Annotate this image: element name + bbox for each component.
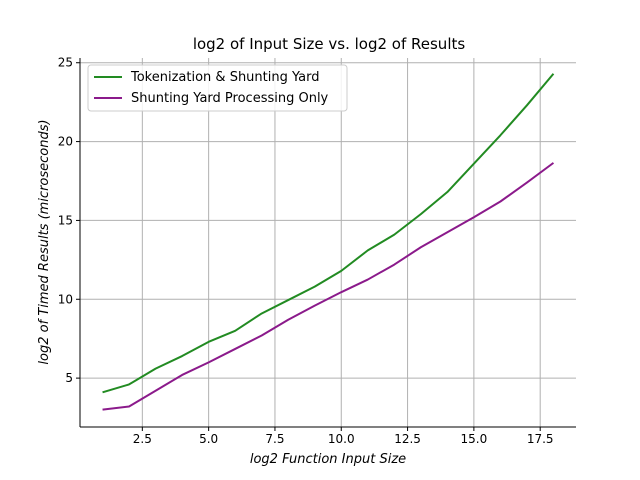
- legend: Tokenization & Shunting Yard Shunting Ya…: [87, 64, 348, 112]
- x-axis-label: log2 Function Input Size: [250, 452, 406, 467]
- y-tick-label: 15: [58, 213, 73, 227]
- x-tick-label: 12.5: [394, 432, 421, 446]
- y-tick-label: 5: [65, 371, 73, 385]
- x-tick-label: 10.0: [328, 432, 355, 446]
- y-tick-label: 10: [58, 292, 73, 306]
- x-tick-label: 17.5: [527, 432, 554, 446]
- gridlines: [80, 58, 576, 427]
- legend-label-tokenization: Tokenization & Shunting Yard: [130, 70, 319, 85]
- y-tick-label: 20: [58, 135, 73, 149]
- y-axis-label: log2 of Timed Results (microseconds): [37, 119, 52, 364]
- legend-label-shunting-yard: Shunting Yard Processing Only: [131, 91, 329, 106]
- y-axis-ticks: 5 10 15 20 25: [58, 56, 80, 385]
- chart-title: log2 of Input Size vs. log2 of Results: [193, 35, 466, 53]
- y-tick-label: 25: [58, 56, 73, 70]
- x-axis-ticks: 2.5 5.0 7.5 10.0 12.5 15.0 17.5: [133, 427, 554, 446]
- x-tick-label: 5.0: [199, 432, 218, 446]
- series-line-shunting-yard: [102, 162, 555, 411]
- x-tick-label: 7.5: [265, 432, 284, 446]
- series-line-tokenization: [102, 73, 555, 394]
- x-tick-label: 2.5: [133, 432, 152, 446]
- x-tick-label: 15.0: [461, 432, 488, 446]
- legend-box: [87, 64, 348, 112]
- plot-series: [102, 73, 555, 411]
